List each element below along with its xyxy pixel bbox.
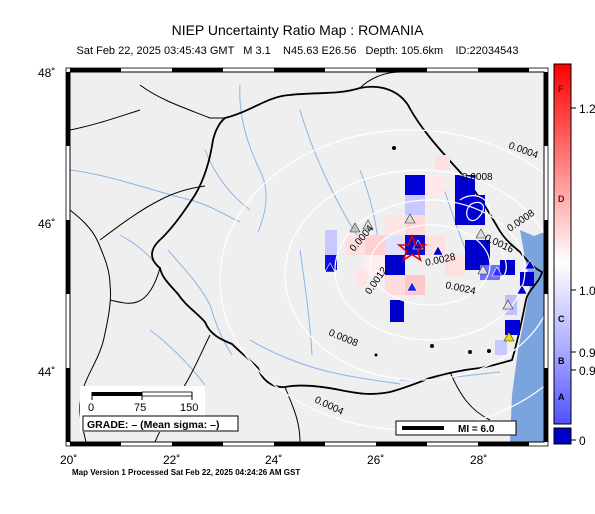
lon-label: 24˚: [265, 453, 282, 467]
scale-label: 0: [88, 402, 94, 414]
grade-box: [82, 415, 239, 432]
lat-label: 48˚: [38, 66, 55, 80]
stations: [324, 213, 536, 342]
grade-letter: B: [558, 356, 565, 366]
scale-label: 75: [134, 402, 146, 414]
epicenter-star: [396, 233, 428, 262]
lon-label: 28˚: [470, 453, 487, 467]
contour-label: 0.0008: [462, 172, 493, 183]
mi-label: MI = 6.0: [458, 424, 495, 435]
colorbar: F D C B A 1.2 1.0 0.9 0.9 0: [553, 63, 595, 448]
processing-footer: Map Version 1 Processed Sat Feb 22, 2025…: [72, 468, 301, 477]
lon-label: 26˚: [367, 453, 384, 467]
colorbar-tick: 0.9: [579, 346, 595, 360]
colorbar-tick: 0: [579, 434, 586, 448]
axis-labels: 48˚ 46˚ 44˚ 20˚ 22˚ 24˚ 26˚ 28˚: [38, 66, 487, 467]
colorbar-tick: 1.0: [579, 284, 595, 298]
mi-line: [402, 426, 444, 430]
map-title: NIEP Uncertainty Ratio Map : ROMANIA: [171, 22, 424, 38]
colorbar-tick: 0.9: [579, 364, 595, 378]
grade-letter: F: [558, 84, 564, 94]
grade-label: GRADE: – (Mean sigma: –): [87, 419, 219, 431]
event-subtitle: Sat Feb 22, 2025 03:45:43 GMT M 3.1 N45.…: [76, 45, 519, 57]
grade-letter: A: [558, 392, 565, 402]
lat-label: 44˚: [38, 365, 55, 379]
lon-label: 20˚: [60, 453, 77, 467]
map-frame: [65, 67, 549, 447]
lon-label: 22˚: [163, 453, 180, 467]
colorbar-tick: 1.2: [579, 102, 595, 116]
scale-label: 150: [180, 402, 198, 414]
mi-box: [395, 420, 517, 436]
lat-label: 46˚: [38, 217, 55, 231]
grade-letter: D: [558, 194, 565, 204]
grade-letter: C: [558, 314, 565, 324]
lakes: [374, 146, 491, 357]
map-area[interactable]: 0.0004 0.0008 0.0012 0.0024 0.0028 0.001…: [70, 72, 595, 442]
